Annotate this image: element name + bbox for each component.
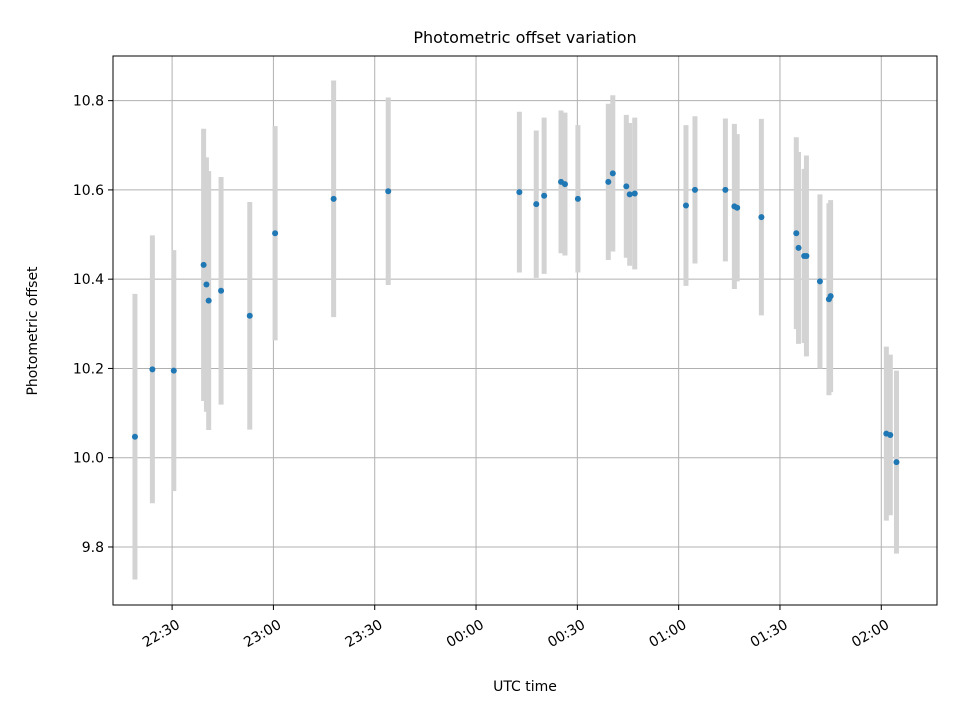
y-axis-ticks: 9.8 10.0 10.2 10.4 10.6 10.8 [73, 94, 113, 556]
chart-title: Photometric offset variation [413, 28, 636, 47]
data-point [218, 287, 225, 294]
data-point [541, 192, 548, 199]
data-point [131, 433, 138, 440]
y-tick-label: 10.4 [73, 272, 104, 288]
data-point [561, 181, 568, 188]
data-point [626, 191, 633, 198]
data-point [795, 244, 802, 251]
data-point [893, 459, 900, 466]
y-tick-label: 10.2 [73, 361, 104, 377]
y-tick-label: 10.0 [73, 451, 104, 467]
plot-frame [112, 55, 938, 606]
y-tick-label: 9.8 [82, 540, 104, 556]
data-point [330, 195, 337, 202]
y-axis-label: Photometric offset [25, 266, 41, 396]
y-tick-label: 10.6 [73, 183, 104, 199]
data-point [605, 178, 612, 185]
data-point [758, 214, 765, 221]
data-point [385, 188, 392, 195]
data-point [246, 312, 253, 319]
data-point [205, 297, 212, 304]
data-point [149, 366, 156, 373]
data-point [691, 186, 698, 193]
data-point [682, 202, 689, 209]
y-tick-label: 10.8 [73, 94, 104, 110]
data-point [533, 201, 540, 208]
data-point [574, 195, 581, 202]
data-point [734, 204, 741, 211]
data-point [816, 278, 823, 285]
data-point [516, 189, 523, 196]
data-point [631, 190, 638, 197]
data-point [827, 293, 834, 300]
data-point [803, 252, 810, 259]
x-axis-label: UTC time [493, 679, 557, 695]
data-point [609, 170, 616, 177]
data-point [793, 230, 800, 237]
data-point [170, 367, 177, 374]
data-point [887, 431, 894, 438]
data-point [722, 186, 729, 193]
data-points [131, 170, 900, 466]
data-point [623, 183, 630, 190]
data-point [203, 281, 210, 288]
data-point [272, 230, 279, 237]
data-point [200, 261, 207, 268]
